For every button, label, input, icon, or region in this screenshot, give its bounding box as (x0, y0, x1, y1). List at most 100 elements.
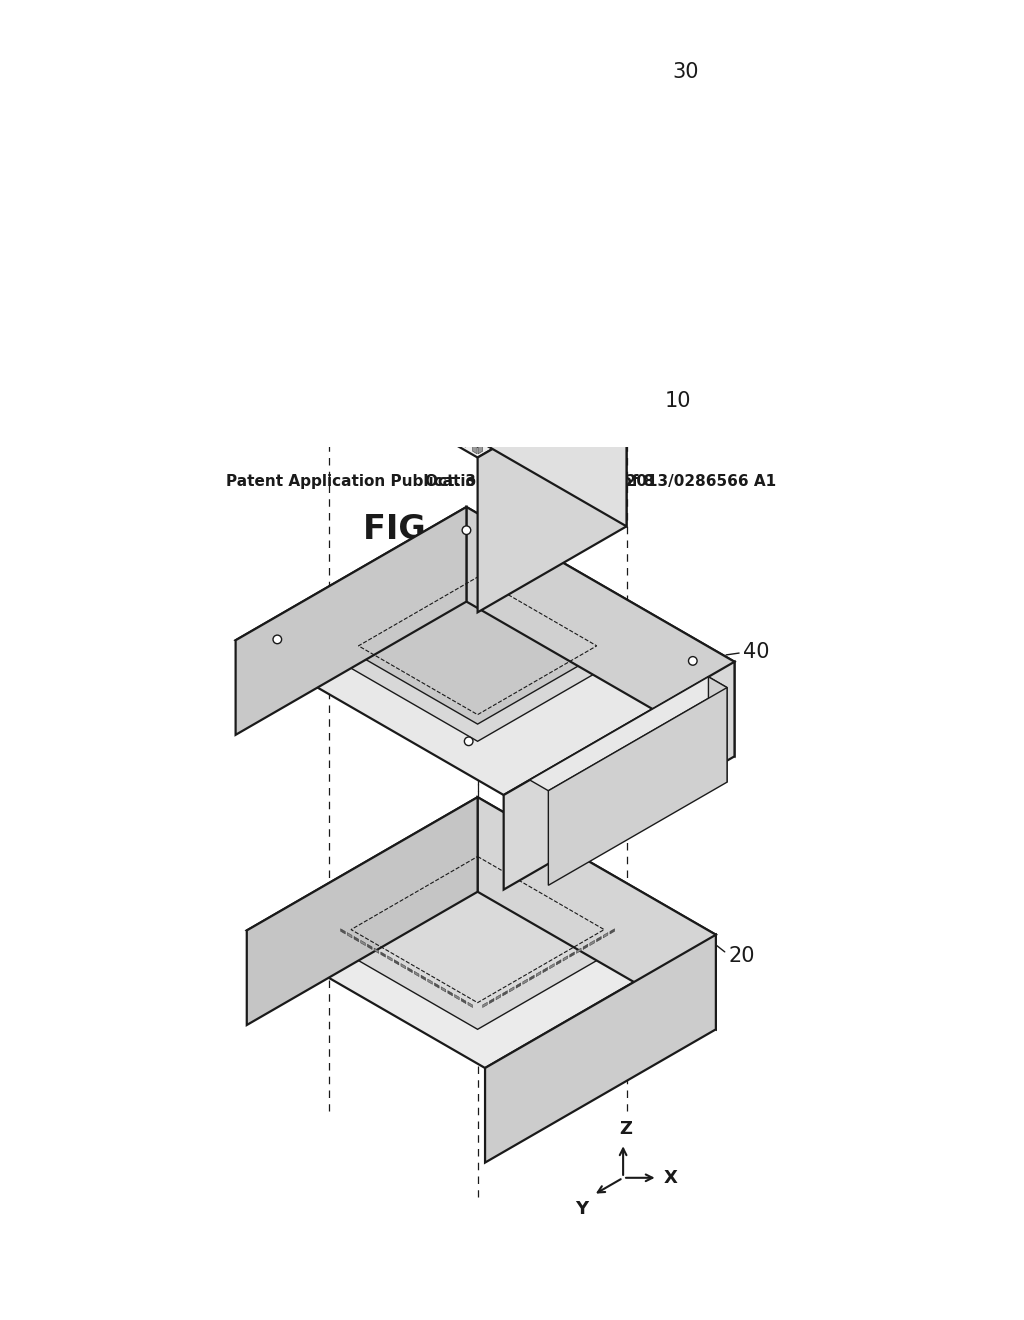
Polygon shape (335, 359, 340, 375)
Polygon shape (438, 418, 442, 434)
Polygon shape (408, 968, 413, 973)
Polygon shape (329, 0, 627, 53)
Polygon shape (615, 359, 621, 375)
Polygon shape (477, 0, 627, 312)
Polygon shape (403, 399, 409, 414)
Polygon shape (504, 661, 734, 890)
Polygon shape (489, 432, 494, 447)
Text: 30: 30 (672, 62, 698, 82)
Polygon shape (590, 940, 595, 945)
Polygon shape (347, 933, 352, 939)
Text: FIG. 4: FIG. 4 (364, 513, 473, 546)
Polygon shape (543, 968, 548, 973)
Polygon shape (401, 964, 406, 969)
Polygon shape (473, 438, 477, 454)
Polygon shape (381, 385, 385, 401)
Text: 40: 40 (743, 642, 770, 663)
Polygon shape (597, 936, 601, 941)
Text: 10: 10 (665, 391, 691, 412)
Polygon shape (577, 948, 581, 953)
Polygon shape (489, 998, 494, 1003)
Polygon shape (477, 371, 627, 612)
Polygon shape (415, 972, 419, 977)
Polygon shape (370, 379, 374, 395)
Text: Patent Application Publication: Patent Application Publication (226, 474, 487, 488)
Polygon shape (455, 994, 459, 999)
Polygon shape (537, 972, 541, 977)
Polygon shape (529, 975, 535, 981)
Polygon shape (236, 507, 734, 795)
Polygon shape (461, 432, 466, 447)
Text: Z: Z (620, 1121, 632, 1138)
Polygon shape (582, 379, 586, 395)
Polygon shape (427, 412, 431, 428)
Polygon shape (236, 507, 467, 735)
Polygon shape (478, 438, 482, 454)
Polygon shape (477, 0, 627, 397)
Polygon shape (447, 990, 453, 995)
Polygon shape (477, 285, 627, 527)
Text: 20: 20 (728, 945, 755, 965)
Text: X: X (665, 1168, 678, 1187)
Circle shape (462, 525, 471, 535)
Polygon shape (569, 385, 574, 401)
Polygon shape (358, 372, 362, 388)
Polygon shape (501, 425, 506, 441)
Polygon shape (346, 296, 608, 447)
Polygon shape (569, 952, 574, 957)
Polygon shape (496, 994, 501, 999)
Polygon shape (604, 366, 608, 381)
Polygon shape (503, 990, 508, 995)
Polygon shape (485, 935, 716, 1163)
Polygon shape (441, 987, 445, 993)
Circle shape (464, 737, 473, 746)
Polygon shape (603, 933, 608, 939)
Polygon shape (547, 399, 551, 414)
Polygon shape (516, 983, 521, 989)
Polygon shape (548, 688, 727, 886)
Polygon shape (368, 944, 372, 949)
Polygon shape (467, 507, 734, 756)
Text: Y: Y (574, 1200, 588, 1218)
Text: US 2013/0286566 A1: US 2013/0286566 A1 (597, 474, 776, 488)
Polygon shape (374, 948, 379, 953)
Polygon shape (360, 940, 366, 945)
Polygon shape (524, 412, 528, 428)
Polygon shape (313, 552, 641, 742)
Polygon shape (381, 952, 385, 957)
Polygon shape (450, 425, 455, 441)
Polygon shape (556, 960, 561, 965)
Polygon shape (482, 1002, 487, 1007)
Polygon shape (247, 797, 477, 1026)
Polygon shape (563, 956, 567, 961)
Circle shape (273, 635, 282, 644)
Polygon shape (536, 405, 540, 421)
Polygon shape (523, 979, 527, 985)
Polygon shape (428, 979, 432, 985)
Polygon shape (529, 677, 727, 791)
Polygon shape (593, 372, 597, 388)
Polygon shape (394, 960, 399, 965)
Polygon shape (387, 956, 392, 961)
Polygon shape (416, 405, 420, 421)
Polygon shape (329, 285, 627, 458)
Polygon shape (709, 677, 727, 783)
Polygon shape (512, 418, 517, 434)
Polygon shape (306, 832, 649, 1030)
Text: Oct. 31, 2013  Sheet 4 of 8: Oct. 31, 2013 Sheet 4 of 8 (425, 474, 654, 488)
Polygon shape (610, 929, 614, 935)
Polygon shape (550, 964, 554, 969)
Polygon shape (344, 569, 611, 725)
Polygon shape (477, 797, 716, 1030)
Polygon shape (421, 975, 426, 981)
Polygon shape (392, 392, 397, 408)
Polygon shape (434, 983, 439, 989)
Polygon shape (247, 797, 716, 1068)
Polygon shape (468, 1002, 473, 1007)
Polygon shape (346, 366, 351, 381)
Circle shape (688, 656, 697, 665)
Polygon shape (354, 936, 358, 941)
Polygon shape (461, 998, 466, 1003)
Polygon shape (341, 929, 345, 935)
Polygon shape (583, 944, 588, 949)
